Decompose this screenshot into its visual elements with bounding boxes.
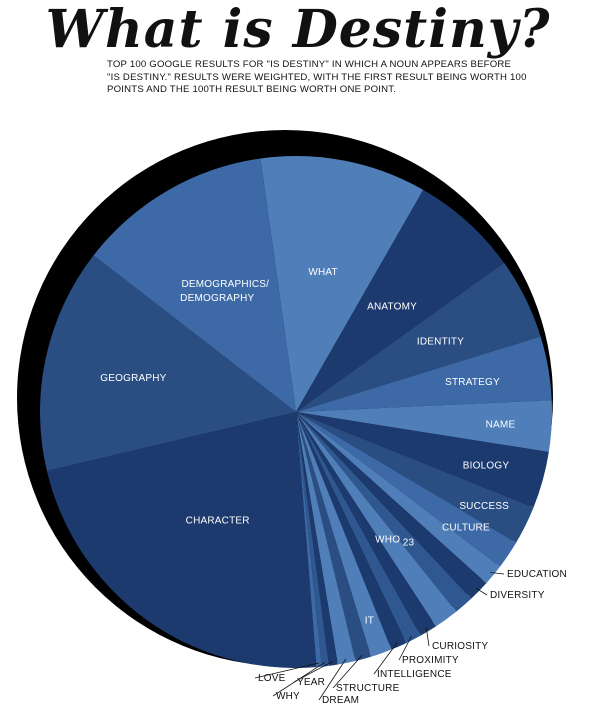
leader-line-diversity [475, 587, 488, 596]
slice-label-identity: IDENTITY [417, 336, 464, 347]
pie-slice-why [296, 412, 329, 667]
pie-slice-year [296, 412, 338, 666]
slice-label-success: SUCCESS [459, 501, 509, 512]
slice-label-it: IT [365, 616, 374, 627]
pie-slice-curiosity [296, 412, 436, 636]
pie-slice-culture [296, 412, 517, 567]
slice-label-curiosity: CURIOSITY [432, 641, 488, 652]
leader-line-structure [332, 654, 363, 689]
pie-slice-demographics-demography [93, 158, 296, 412]
slice-label-biology: BIOLOGY [463, 460, 510, 471]
slice-labels: WHAT ANATOMY IDENTITY STRATEGY NAME BIOLOGY SU… [100, 267, 567, 706]
pie-slice-what [260, 155, 424, 412]
pie-slice-23 [296, 412, 472, 612]
slice-label-diversity: DIVERSITY [490, 590, 545, 601]
pie-slice-proximity [296, 412, 421, 644]
pie-slice-who [296, 412, 457, 627]
leader-line-dream [318, 658, 347, 701]
slice-label-dream: DREAM [322, 695, 359, 706]
slice-label-anatomy: ANATOMY [367, 302, 417, 313]
slice-label-name: NAME [486, 419, 516, 430]
pie-slice-geography [40, 255, 296, 472]
leader-line-love [254, 662, 319, 679]
pie-slice-it [296, 412, 392, 657]
slice-label-geography: GEOGRAPHY [100, 373, 166, 384]
slice-label-culture: CULTURE [442, 522, 490, 533]
pie-slice-identity [296, 262, 541, 412]
slice-label-character: CHARACTER [186, 516, 250, 527]
pie-slice-anatomy [296, 189, 505, 412]
slice-label-why: WHY [276, 691, 300, 702]
slice-label-23: 23 [403, 538, 415, 549]
slice-label-structure: STRUCTURE [336, 683, 400, 694]
leader-line-education [490, 572, 505, 575]
slice-label-strategy: STRATEGY [445, 377, 500, 388]
slice-label-year: YEAR [297, 677, 325, 688]
slice-label-what: WHAT [308, 267, 338, 278]
slice-label-intelligence: INTELLIGENCE [377, 669, 452, 680]
pie-slice-structure [296, 412, 372, 661]
pie-slice-strategy [296, 336, 552, 412]
slice-label-who: WHO [375, 534, 400, 545]
pie-slice-education [296, 412, 501, 584]
slice-label-love: LOVE [258, 673, 286, 684]
leader-line-curiosity [425, 627, 430, 647]
pie-slice-dream [296, 412, 356, 665]
pie-slice-success [296, 412, 534, 543]
leader-line-proximity [398, 635, 412, 661]
pie-slice-love [296, 412, 322, 668]
leader-line-why [272, 661, 326, 697]
slice-label-demographics-demography: DEMOGRAPHICS/DEMOGRAPHY [180, 279, 269, 304]
pie-slice-diversity [296, 412, 487, 599]
chart-title: What is Destiny? [45, 0, 551, 60]
chart-subtitle: TOP 100 GOOGLE RESULTS FOR "IS DESTINY" … [107, 59, 527, 95]
pie-slice-biology [296, 412, 549, 508]
leader-lines [254, 572, 505, 701]
slice-label-education: EDUCATION [507, 569, 567, 580]
pie-slices [40, 155, 552, 668]
leader-line-intelligence [373, 642, 398, 675]
pie-slice-intelligence [296, 412, 407, 650]
slice-label-proximity: PROXIMITY [402, 655, 459, 666]
pie-slice-character [46, 412, 317, 668]
pie-slice-name [296, 400, 552, 453]
